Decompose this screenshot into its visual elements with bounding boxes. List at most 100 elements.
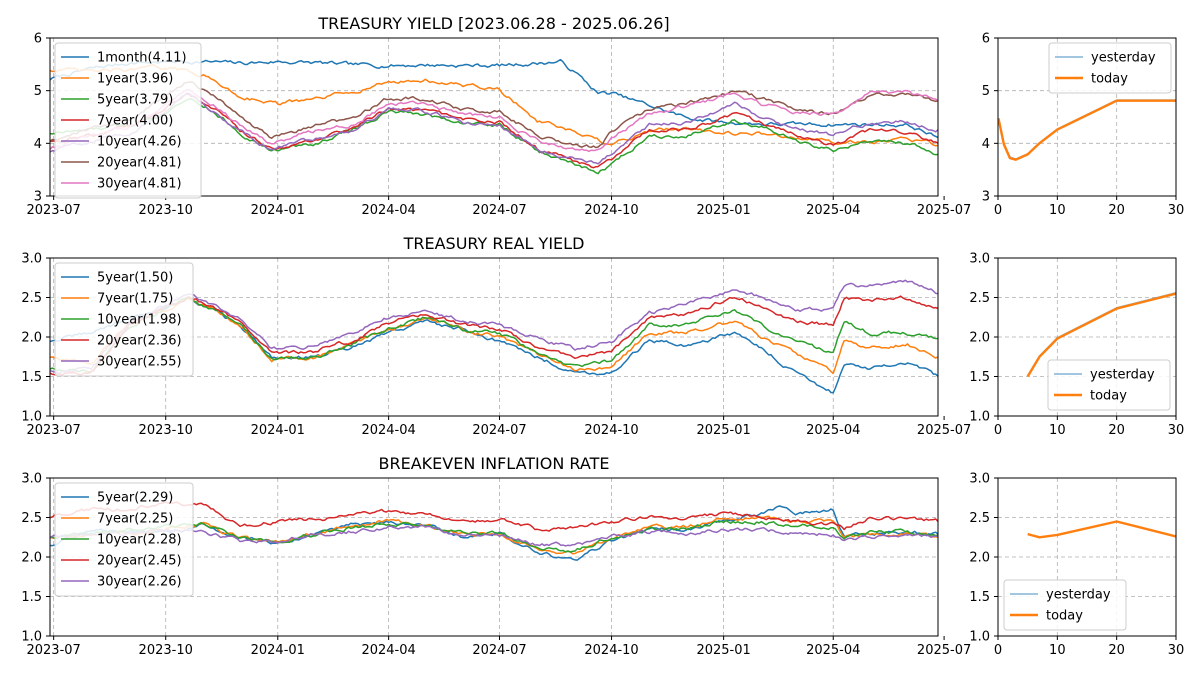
y-tick-label: 3.0	[21, 472, 42, 487]
y-tick-label: 3.0	[21, 252, 42, 267]
x-tick-label: 10	[1049, 643, 1066, 658]
series-line-today	[1026, 292, 1176, 378]
legend: yesterday today	[1003, 579, 1127, 631]
y-tick-label: 6	[982, 32, 990, 47]
x-tick-label: 2024-10	[584, 423, 638, 438]
y-tick-label: 1.5	[21, 370, 42, 385]
x-tick-label: 2025-04	[806, 643, 860, 658]
x-tick-label: 2025-01	[696, 643, 750, 658]
y-tick-label: 3	[982, 190, 990, 205]
x-tick-label: 0	[994, 203, 1002, 218]
y-tick-label: 2.0	[21, 331, 42, 346]
y-tick-label: 2.0	[969, 551, 990, 566]
y-tick-label: 2.5	[21, 291, 42, 306]
legend-label: 7year(4.00)	[97, 114, 173, 129]
x-tick-label: 2024-04	[361, 643, 415, 658]
legend-label: 30year(2.55)	[97, 355, 182, 370]
legend: 1month(4.11) 1year(3.96) 5year(3.79) 7year(…	[54, 42, 202, 199]
legend-box	[1047, 359, 1171, 411]
x-tick-label: 2024-07	[472, 643, 526, 658]
x-tick-label: 0	[994, 423, 1002, 438]
bei-ts-panel: 1.0 1.5 2.0 2.5 3.0 2023-07 2023-10 2024-01 2024…	[21, 454, 971, 658]
legend-box	[1003, 579, 1127, 631]
x-tick-label: 2025-07	[917, 643, 971, 658]
x-tick-label: 2023-10	[139, 423, 193, 438]
legend-label: yesterday	[1046, 588, 1111, 603]
legend-label: 1month(4.11)	[97, 51, 187, 66]
plot-frame	[997, 477, 1177, 637]
series-line-30year-2-55-	[50, 279, 938, 375]
y-tick-label: 1.0	[969, 630, 990, 645]
x-tick-label: 30	[1168, 643, 1185, 658]
legend-label: 20year(4.81)	[97, 156, 182, 171]
series-line-yesterday	[998, 99, 1176, 160]
y-tick-label: 3.0	[969, 252, 990, 267]
legend-label: 5year(2.29)	[97, 491, 173, 506]
legend-label: today	[1091, 72, 1128, 87]
series-group	[1027, 520, 1176, 539]
legend-label: 10year(4.26)	[97, 135, 182, 150]
legend-label: 7year(1.75)	[97, 292, 173, 307]
plot-frame	[997, 37, 1177, 197]
y-tick-label: 1.5	[969, 370, 990, 385]
x-tick-label: 2024-01	[251, 643, 305, 658]
chart-title: TREASURY REAL YIELD	[403, 234, 585, 253]
x-tick-label: 2023-07	[26, 203, 80, 218]
legend-box	[54, 42, 202, 199]
x-tick-label: 2024-04	[361, 423, 415, 438]
yield-ts-panel: 3 4 5 6 2023-07 2023-10 2024-01 2024-04 2024-07 2…	[26, 14, 971, 218]
y-tick-label: 2.5	[969, 291, 990, 306]
y-tick-label: 3.0	[969, 472, 990, 487]
x-tick-label: 30	[1168, 423, 1185, 438]
x-tick-label: 2024-01	[251, 203, 305, 218]
legend-label: 30year(2.26)	[97, 575, 182, 590]
yield-curve-panel: 3 4 5 6 0 10 20 30 yesterday today	[982, 32, 1185, 219]
plot-frame	[997, 257, 1177, 417]
plot-frame	[49, 257, 939, 417]
plot-frame	[49, 37, 939, 197]
legend: yesterday today	[1047, 359, 1171, 411]
y-tick-label: 3	[34, 190, 42, 205]
y-tick-label: 6	[34, 32, 42, 47]
x-tick-label: 2025-04	[806, 203, 860, 218]
x-tick-label: 2024-01	[251, 423, 305, 438]
series-line-10year-1-98-	[50, 297, 938, 373]
x-tick-label: 0	[994, 643, 1002, 658]
series-line-today	[1027, 520, 1176, 539]
plot-frame	[49, 477, 939, 637]
series-line-30year-2-26-	[50, 524, 938, 547]
x-tick-label: 2025-01	[696, 423, 750, 438]
x-tick-label: 2023-07	[26, 423, 80, 438]
legend-label: today	[1046, 609, 1083, 624]
legend-box	[54, 262, 194, 377]
legend-label: today	[1090, 389, 1127, 404]
series-group	[50, 279, 938, 394]
series-line-20year-2-36-	[50, 295, 938, 376]
legend-label: 1year(3.96)	[97, 72, 173, 87]
legend-label: yesterday	[1091, 51, 1156, 66]
x-tick-label: 2025-01	[696, 203, 750, 218]
y-tick-label: 4	[982, 137, 990, 152]
legend-label: 5year(3.79)	[97, 93, 173, 108]
x-tick-label: 2024-07	[472, 203, 526, 218]
legend-label: 7year(2.25)	[97, 512, 173, 527]
series-group	[1026, 292, 1176, 378]
x-tick-label: 20	[1108, 203, 1125, 218]
y-tick-label: 4	[34, 137, 42, 152]
y-tick-label: 1.0	[969, 410, 990, 425]
y-tick-label: 2.0	[969, 331, 990, 346]
chart-title: BREAKEVEN INFLATION RATE	[379, 454, 610, 473]
x-tick-label: 2025-07	[917, 423, 971, 438]
x-tick-label: 2023-10	[139, 643, 193, 658]
y-tick-label: 1.0	[21, 410, 42, 425]
legend-label: 5year(1.50)	[97, 271, 173, 286]
y-tick-label: 1.5	[21, 590, 42, 605]
x-tick-label: 2024-04	[361, 203, 415, 218]
real-ts-panel: 1.0 1.5 2.0 2.5 3.0 2023-07 2023-10 2024-01 2024…	[21, 234, 971, 438]
legend-box	[1048, 42, 1172, 94]
series-line-today	[998, 99, 1176, 161]
legend: yesterday today	[1048, 42, 1172, 94]
y-tick-label: 2.0	[21, 551, 42, 566]
legend-label: yesterday	[1090, 368, 1155, 383]
x-tick-label: 20	[1108, 423, 1125, 438]
